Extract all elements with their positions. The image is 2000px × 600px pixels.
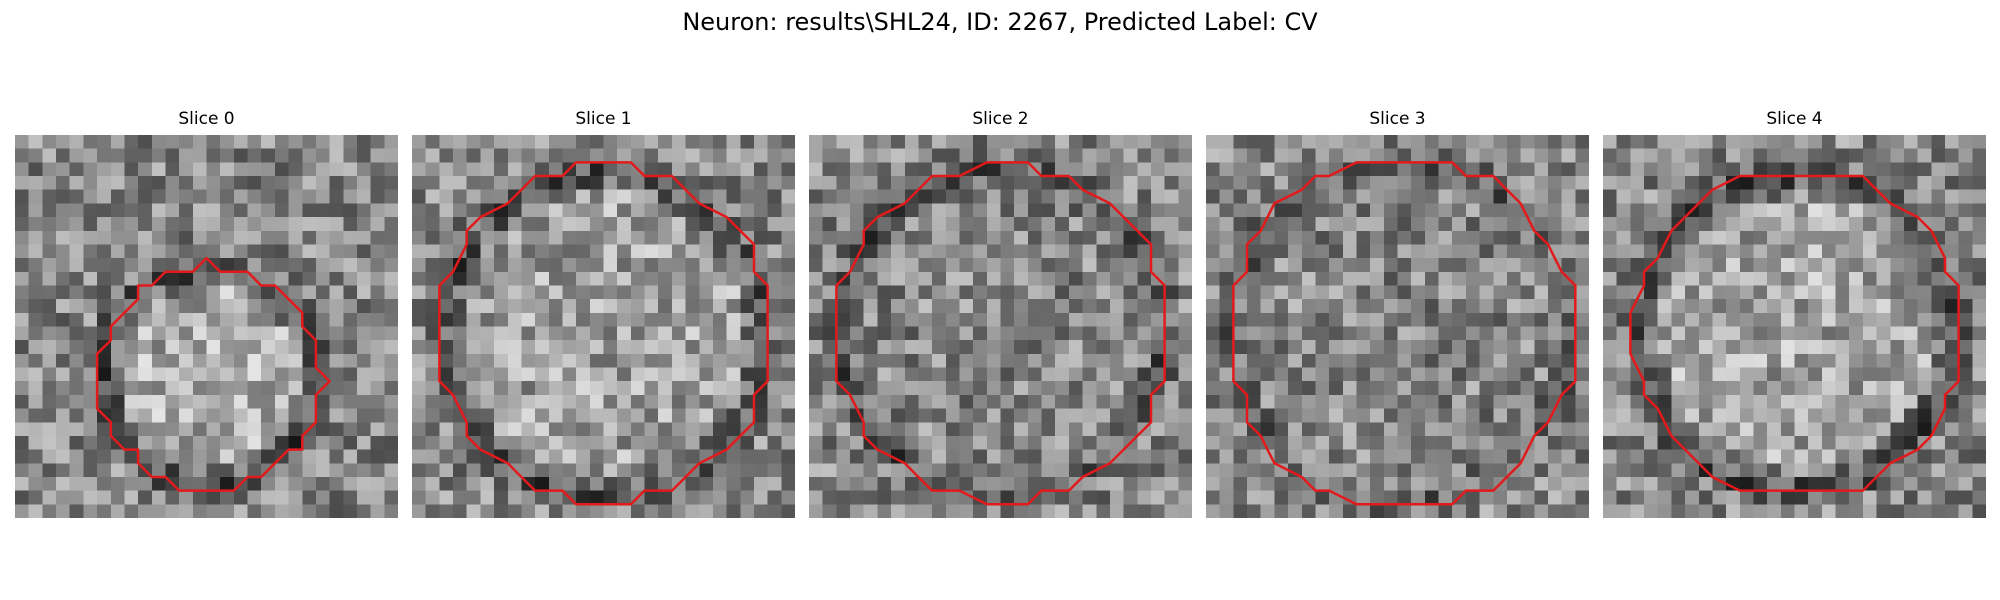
slice-title: Slice 2 bbox=[972, 109, 1029, 129]
contour-outline bbox=[1629, 174, 1960, 492]
slice-image bbox=[412, 135, 795, 518]
slice-panel-3: Slice 3 bbox=[1206, 109, 1589, 527]
slice-title: Slice 3 bbox=[1369, 109, 1426, 129]
figure-title: Neuron: results\SHL24, ID: 2267, Predict… bbox=[682, 8, 1318, 36]
slice-panel-4: Slice 4 bbox=[1603, 109, 1986, 527]
slice-panel-2: Slice 2 bbox=[809, 109, 1192, 527]
slice-panel-0: Slice 0 bbox=[15, 109, 398, 527]
contour-outline bbox=[835, 161, 1166, 506]
slice-image bbox=[1603, 135, 1986, 518]
slice-image bbox=[1206, 135, 1589, 518]
slice-panel-1: Slice 1 bbox=[412, 109, 795, 527]
contour-outline bbox=[95, 256, 331, 492]
contour-outline bbox=[438, 161, 769, 506]
slice-title: Slice 0 bbox=[178, 109, 235, 129]
slice-image bbox=[809, 135, 1192, 518]
slice-title: Slice 4 bbox=[1766, 109, 1823, 129]
slice-image bbox=[15, 135, 398, 518]
slice-title: Slice 1 bbox=[575, 109, 632, 129]
contour-outline bbox=[1232, 161, 1577, 506]
